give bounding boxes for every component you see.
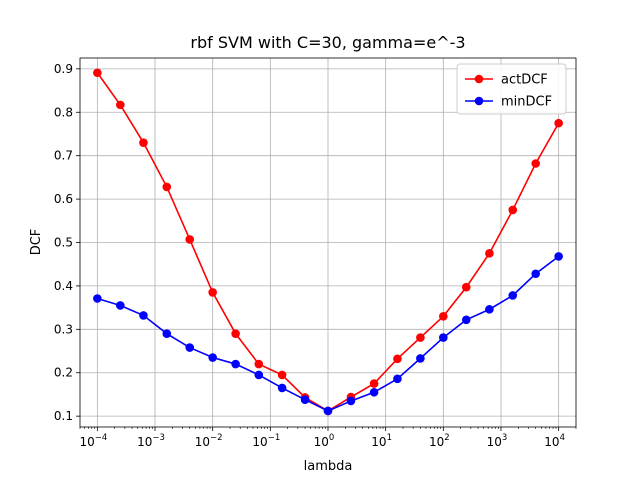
legend-item-minDCF: minDCF: [465, 95, 552, 110]
data-point-actDCF: [208, 288, 217, 297]
x-tick-exponent: 0: [329, 433, 334, 443]
y-axis: 0.1 0.2 0.3 0.4 0.5 0.6 0.7 0.8 0.9: [54, 62, 80, 423]
data-point-actDCF: [439, 312, 448, 321]
x-tick-exponent: 3: [502, 433, 507, 443]
y-tick-label: 0.8: [54, 105, 73, 119]
data-point-actDCF: [185, 235, 195, 244]
data-point-minDCF: [116, 301, 125, 310]
data-point-actDCF: [554, 118, 563, 128]
x-tick-base: 10: [429, 435, 444, 449]
x-tick-label: 100: [314, 433, 335, 449]
y-tick-label: 0.1: [54, 409, 73, 423]
data-point-actDCF: [416, 333, 425, 342]
data-point-minDCF: [393, 374, 402, 384]
data-point-actDCF: [531, 159, 540, 168]
data-point-actDCF: [508, 205, 518, 215]
x-tick-exponent: 2: [444, 433, 449, 443]
data-point-minDCF: [139, 311, 148, 320]
data-point-actDCF: [116, 100, 125, 110]
data-point-actDCF: [369, 379, 379, 388]
x-tick-label: 103: [487, 433, 508, 449]
data-point-actDCF: [139, 138, 148, 147]
data-point-actDCF: [461, 282, 471, 292]
data-point-actDCF: [254, 359, 264, 369]
y-tick-label: 0.4: [54, 279, 73, 293]
x-axis: 10−4 10−3 10−2 10−1 100 101 102 103 104: [79, 427, 577, 449]
x-tick-base: 10: [252, 435, 267, 449]
data-point-actDCF: [93, 68, 102, 78]
x-tick-label: 10−2: [195, 433, 223, 449]
chart-title: rbf SVM with C=30, gamma=e^-3: [190, 33, 465, 52]
x-tick-base: 10: [195, 435, 210, 449]
data-point-minDCF: [554, 252, 563, 261]
data-point-minDCF: [416, 354, 425, 363]
y-tick-label: 0.2: [54, 366, 73, 380]
x-tick-label: 10−3: [137, 433, 165, 449]
x-tick-label: 104: [544, 433, 565, 449]
x-tick-exponent: −1: [268, 433, 281, 443]
y-tick-label: 0.6: [54, 192, 73, 206]
x-tick-label: 101: [371, 433, 392, 449]
data-point-actDCF: [231, 329, 240, 338]
data-point-minDCF: [162, 329, 172, 338]
legend-item-actDCF: actDCF: [465, 73, 548, 88]
data-point-minDCF: [300, 395, 310, 404]
data-point-minDCF: [508, 291, 518, 300]
series-minDCF: [93, 252, 563, 416]
data-point-minDCF: [93, 294, 102, 303]
x-tick-exponent: 4: [560, 433, 565, 443]
data-point-minDCF: [231, 359, 240, 369]
data-point-minDCF: [277, 383, 287, 393]
x-tick-base: 10: [487, 435, 502, 449]
legend-label: minDCF: [501, 95, 552, 110]
y-tick-label: 0.9: [54, 62, 73, 76]
data-point-actDCF: [485, 249, 494, 258]
x-tick-exponent: −4: [95, 433, 108, 443]
series-layer: [93, 68, 563, 416]
data-point-minDCF: [254, 370, 264, 380]
data-point-minDCF: [208, 353, 217, 362]
x-tick-label: 10−1: [252, 433, 280, 449]
data-point-minDCF: [461, 315, 471, 325]
y-tick-label: 0.3: [54, 322, 73, 336]
x-tick-label: 102: [429, 433, 450, 449]
x-tick-exponent: −2: [210, 433, 223, 443]
y-axis-label: DCF: [29, 229, 44, 256]
y-tick-label: 0.5: [54, 236, 73, 250]
data-point-minDCF: [531, 269, 540, 279]
legend: actDCF minDCF: [456, 63, 567, 115]
data-point-minDCF: [485, 305, 494, 314]
data-point-actDCF: [393, 354, 402, 364]
x-tick-base: 10: [371, 435, 386, 449]
data-point-minDCF: [346, 396, 356, 406]
x-tick-base: 10: [314, 435, 329, 449]
x-tick-exponent: 1: [387, 433, 392, 443]
legend-label: actDCF: [501, 73, 548, 88]
data-point-minDCF: [439, 333, 448, 342]
y-tick-label: 0.7: [54, 149, 73, 163]
x-tick-base: 10: [79, 435, 94, 449]
data-point-minDCF: [185, 343, 195, 352]
x-tick-label: 10−4: [79, 433, 107, 449]
x-axis-label: lambda: [304, 459, 353, 474]
x-tick-base: 10: [544, 435, 559, 449]
legend-marker: [474, 96, 484, 106]
x-tick-exponent: −3: [152, 433, 165, 443]
data-point-actDCF: [277, 370, 287, 380]
x-tick-base: 10: [137, 435, 152, 449]
data-point-minDCF: [369, 387, 379, 397]
legend-marker: [474, 74, 484, 84]
data-point-actDCF: [162, 182, 172, 192]
data-point-minDCF: [323, 406, 333, 416]
